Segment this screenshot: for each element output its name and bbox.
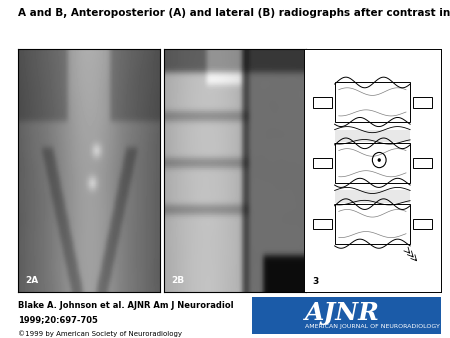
Bar	[313, 158, 332, 168]
Bar	[313, 219, 332, 229]
Bar	[335, 82, 410, 122]
Text: 2B: 2B	[171, 276, 184, 285]
Bar	[335, 191, 410, 203]
Bar	[335, 129, 410, 142]
Bar	[313, 97, 332, 107]
Text: Blake A. Johnson et al. AJNR Am J Neuroradiol: Blake A. Johnson et al. AJNR Am J Neuror…	[18, 301, 234, 311]
Bar	[335, 143, 410, 183]
Circle shape	[378, 158, 381, 162]
Text: AJNR: AJNR	[305, 300, 380, 324]
Bar	[335, 204, 410, 244]
Text: 1999;20:697-705: 1999;20:697-705	[18, 315, 98, 324]
Text: ©1999 by American Society of Neuroradiology: ©1999 by American Society of Neuroradiol…	[18, 331, 182, 337]
Bar	[413, 158, 432, 168]
Text: A and B, Anteroposterior (A) and lateral (B) radiographs after contrast injectio: A and B, Anteroposterior (A) and lateral…	[18, 8, 450, 19]
Bar	[413, 219, 432, 229]
Text: 3: 3	[312, 277, 318, 286]
Text: 2A: 2A	[25, 276, 38, 285]
Bar	[413, 97, 432, 107]
Text: AMERICAN JOURNAL OF NEURORADIOLOGY: AMERICAN JOURNAL OF NEURORADIOLOGY	[305, 324, 440, 330]
